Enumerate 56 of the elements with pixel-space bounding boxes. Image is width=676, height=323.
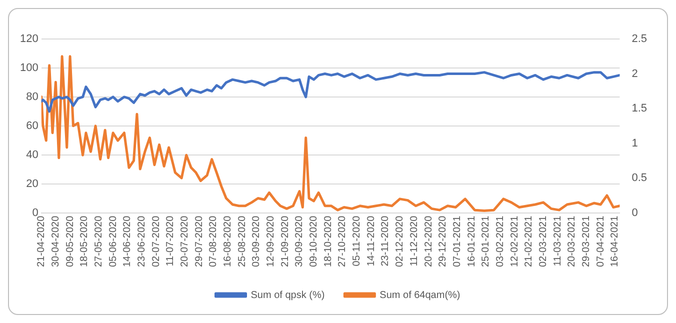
x-tick-label: 29-03-2021 (581, 215, 592, 268)
x-tick-label: 16-01-2021 (466, 215, 478, 268)
x-tick-label: 20-07-2020 (179, 215, 190, 268)
x-tick-label: 11-03-2021 (552, 215, 564, 266)
x-tick-label: 14-06-2020 (122, 215, 134, 268)
x-tick-label: 02-03-2021 (538, 215, 549, 268)
x-tick-label: 27-05-2020 (93, 215, 104, 268)
x-tick-label: 20-12-2020 (423, 215, 434, 268)
x-tick-label: 05-06-2020 (108, 215, 119, 268)
y-tick-label: 0 (32, 206, 38, 219)
legend-label: Sum of 64qam(%) (380, 290, 460, 301)
x-tick-label: 03-09-2020 (251, 215, 262, 268)
x-tick-label: 30-04-2020 (50, 215, 62, 268)
x-tick-label: 07-08-2020 (208, 215, 220, 268)
x-tick-label: 18-05-2020 (79, 215, 90, 268)
y-tick-label: 80 (26, 90, 38, 103)
x-tick-label: 25-08-2020 (236, 215, 248, 268)
y2-tick-label: 2 (632, 68, 638, 80)
x-tick-label: 29-07-2020 (194, 215, 205, 268)
x-tick-label: 07-04-2021 (595, 215, 606, 268)
x-tick-label: 05-11-2020 (352, 215, 363, 266)
x-tick-label: 03-02-2021 (494, 215, 506, 268)
y-tick-label: 40 (26, 148, 38, 161)
x-tick-label: 16-04-2021 (610, 215, 621, 268)
x-tick-label: 30-09-2020 (294, 215, 306, 268)
x-tick-label: 12-02-2021 (509, 215, 520, 268)
y-tick-label: 100 (20, 62, 38, 74)
y2-tick-label: 1 (632, 137, 638, 150)
x-tick-label: 18-10-2020 (322, 215, 334, 268)
x-tick-label: 09-10-2020 (308, 215, 320, 268)
legend-label: Sum of qpsk (%) (250, 290, 325, 301)
x-tick-label: 27-10-2020 (337, 215, 348, 268)
x-tick-label: 02-07-2020 (150, 215, 162, 268)
x-tick-label: 21-02-2021 (524, 215, 535, 268)
x-tick-label: 23-06-2020 (136, 215, 148, 268)
x-tick-label: 11-12-2020 (408, 215, 420, 266)
x-tick-label: 07-01-2021 (452, 215, 463, 268)
y-tick-label: 20 (26, 178, 38, 190)
y-tick-label: 60 (26, 120, 38, 132)
x-tick-label: 14-11-2020 (366, 215, 377, 266)
x-tick-label: 02-12-2020 (394, 215, 406, 268)
x-tick-label: 20-03-2021 (566, 215, 578, 268)
x-tick-label: 21-04-2020 (36, 215, 48, 268)
y2-tick-label: 0.5 (632, 172, 648, 184)
x-tick-label: 11-07-2020 (165, 215, 176, 266)
y2-tick-label: 1.5 (632, 102, 648, 115)
x-tick-label: 25-01-2021 (480, 215, 492, 268)
x-tick-label: 23-11-2020 (380, 215, 392, 266)
y2-tick-label: 0 (632, 206, 638, 219)
x-tick-label: 21-09-2020 (280, 215, 291, 268)
x-tick-label: 09-05-2020 (64, 215, 76, 268)
x-tick-label: 12-09-2020 (266, 215, 277, 268)
y-tick-label: 120 (20, 33, 38, 46)
x-tick-label: 29-12-2020 (438, 215, 449, 268)
y2-tick-label: 2.5 (632, 33, 648, 46)
x-tick-label: 16-08-2020 (222, 215, 234, 268)
